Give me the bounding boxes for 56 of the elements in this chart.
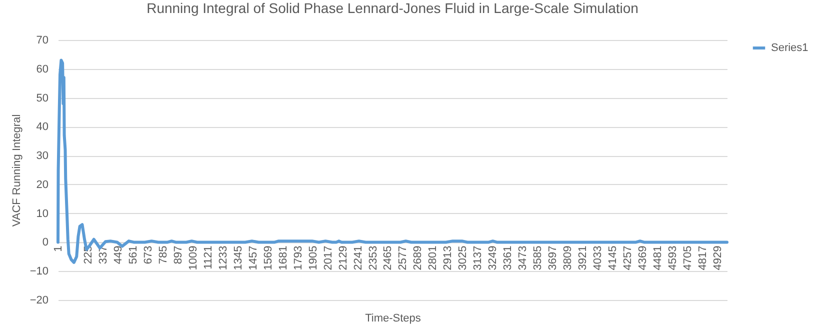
x-tick-label: 4705: [682, 246, 694, 270]
x-tick-label: 1233: [217, 246, 230, 270]
x-tick-label: 785: [157, 246, 170, 264]
y-tick-label: 30: [36, 150, 48, 162]
x-tick-label: 1681: [277, 246, 290, 270]
x-tick-label: 3137: [472, 246, 484, 270]
x-tick-label: 2017: [322, 246, 334, 270]
y-axis-title: VACF Running Integral: [10, 114, 23, 227]
x-tick-label: 1121: [202, 246, 214, 270]
x-tick-label: 2801: [427, 246, 440, 270]
x-tick-label: 1793: [292, 246, 304, 270]
x-tick-label: 2465: [382, 246, 394, 270]
x-tick-label: 2241: [352, 246, 364, 270]
x-tick-label: 3249: [487, 246, 500, 270]
x-tick-label: 4929: [712, 246, 724, 270]
x-tick-label: 1569: [262, 246, 274, 270]
x-tick-label: 4257: [622, 246, 634, 270]
y-tick-label: 70: [36, 34, 48, 46]
x-tick-label: 4593: [667, 246, 680, 270]
x-tick-label: 3697: [547, 246, 560, 270]
x-tick-label: 3473: [517, 246, 530, 270]
x-tick-label: 673: [142, 246, 154, 264]
x-axis-title: Time-Steps: [365, 312, 422, 324]
x-tick-label: 561: [127, 246, 140, 264]
x-tick-label: 4481: [652, 246, 664, 270]
x-tick-label: 3921: [577, 246, 590, 270]
x-tick-label: 2129: [337, 246, 350, 270]
x-tick-label: 4817: [697, 246, 710, 270]
x-tick-label: 3585: [532, 246, 544, 270]
y-tick-label: 50: [36, 92, 48, 104]
x-tick-label: 2577: [397, 246, 410, 270]
x-tick-label: 1009: [187, 246, 200, 270]
x-tick-label: 4145: [607, 246, 620, 270]
y-tick-label: −10: [30, 266, 48, 278]
y-tick-label: 60: [36, 63, 48, 76]
x-tick-label: 3361: [502, 246, 514, 270]
x-tick-label: 2353: [367, 246, 380, 270]
y-tick-label: 20: [36, 178, 48, 191]
x-tick-label: 897: [172, 246, 184, 264]
x-tick-label: 1905: [307, 246, 320, 270]
y-tick-label: 40: [36, 121, 48, 134]
x-tick-label: 1457: [247, 246, 260, 270]
legend-label: Series1: [771, 42, 808, 54]
chart-title: Running Integral of Solid Phase Lennard-Jones Fluid in Large-Scale Simulation: [146, 0, 638, 16]
x-tick-label: 1345: [232, 246, 244, 270]
x-tick-label: 2689: [412, 246, 424, 270]
x-tick-label: 2913: [442, 246, 454, 270]
y-tick-label: 0: [42, 236, 48, 249]
y-tick-label: −20: [30, 294, 48, 306]
x-tick-label: 449: [112, 246, 124, 264]
x-tick-label: 3809: [562, 246, 574, 270]
y-tick-label: 10: [36, 208, 48, 220]
x-tick-label: 4369: [637, 246, 650, 270]
x-tick-label: 3025: [457, 246, 470, 270]
x-tick-label: 4033: [592, 246, 604, 270]
x-tick-label: 1: [52, 246, 64, 252]
